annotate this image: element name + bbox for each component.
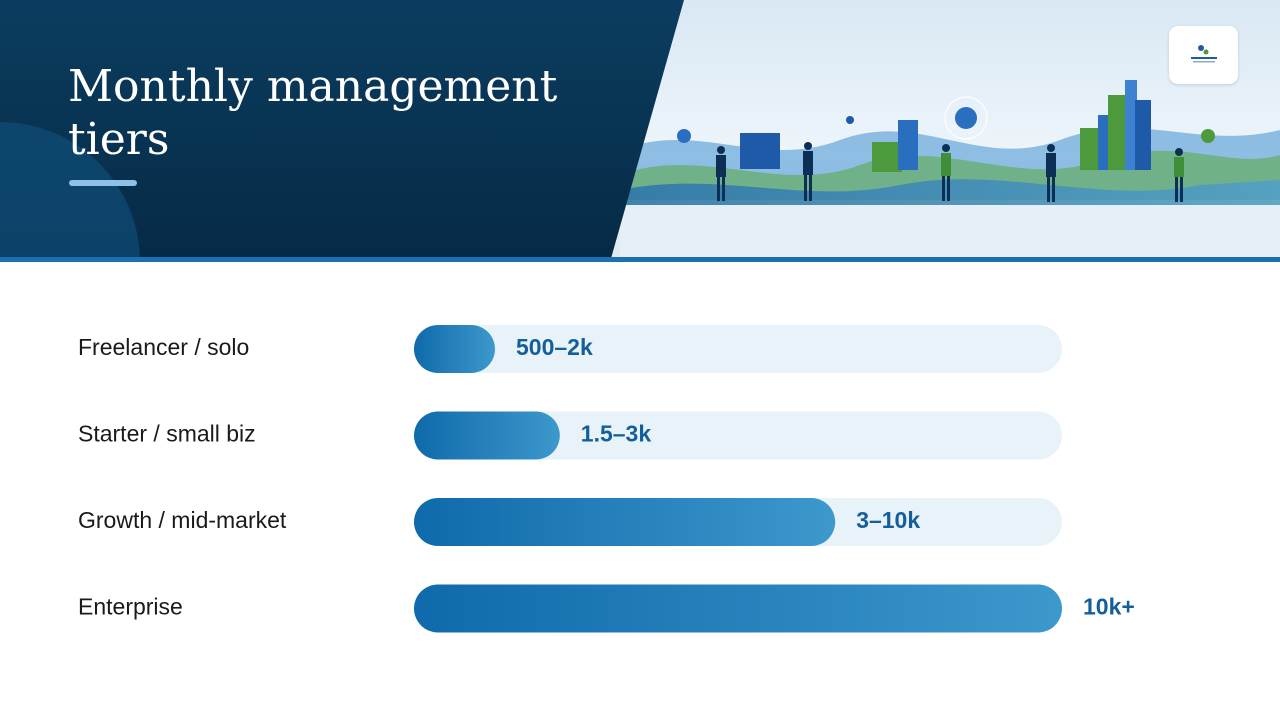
value-label: 3–10k xyxy=(856,507,920,533)
tier-bar-chart: Freelancer / solo 500–2k Starter / small b… xyxy=(78,325,1135,633)
bar xyxy=(414,325,495,373)
value-label: 10k+ xyxy=(1083,594,1135,620)
category-label: Growth / mid-market xyxy=(78,507,287,533)
category-label: Starter / small biz xyxy=(78,421,256,447)
bar xyxy=(414,411,560,460)
title-underline xyxy=(69,180,137,186)
page-title: Monthly management tiers xyxy=(68,61,558,165)
bar xyxy=(414,498,836,546)
header-accent-band xyxy=(0,257,1280,262)
category-label: Freelancer / solo xyxy=(78,334,249,360)
value-label: 500–2k xyxy=(516,334,593,360)
value-label: 1.5–3k xyxy=(581,421,652,447)
category-label: Enterprise xyxy=(78,594,183,620)
city-skyline-illustration xyxy=(0,0,1280,262)
bar xyxy=(414,584,1062,633)
header-banner: Monthly management tiers xyxy=(0,0,1280,262)
company-logo xyxy=(1169,26,1238,84)
bar-track xyxy=(414,411,1062,460)
bar-track xyxy=(414,325,1062,373)
